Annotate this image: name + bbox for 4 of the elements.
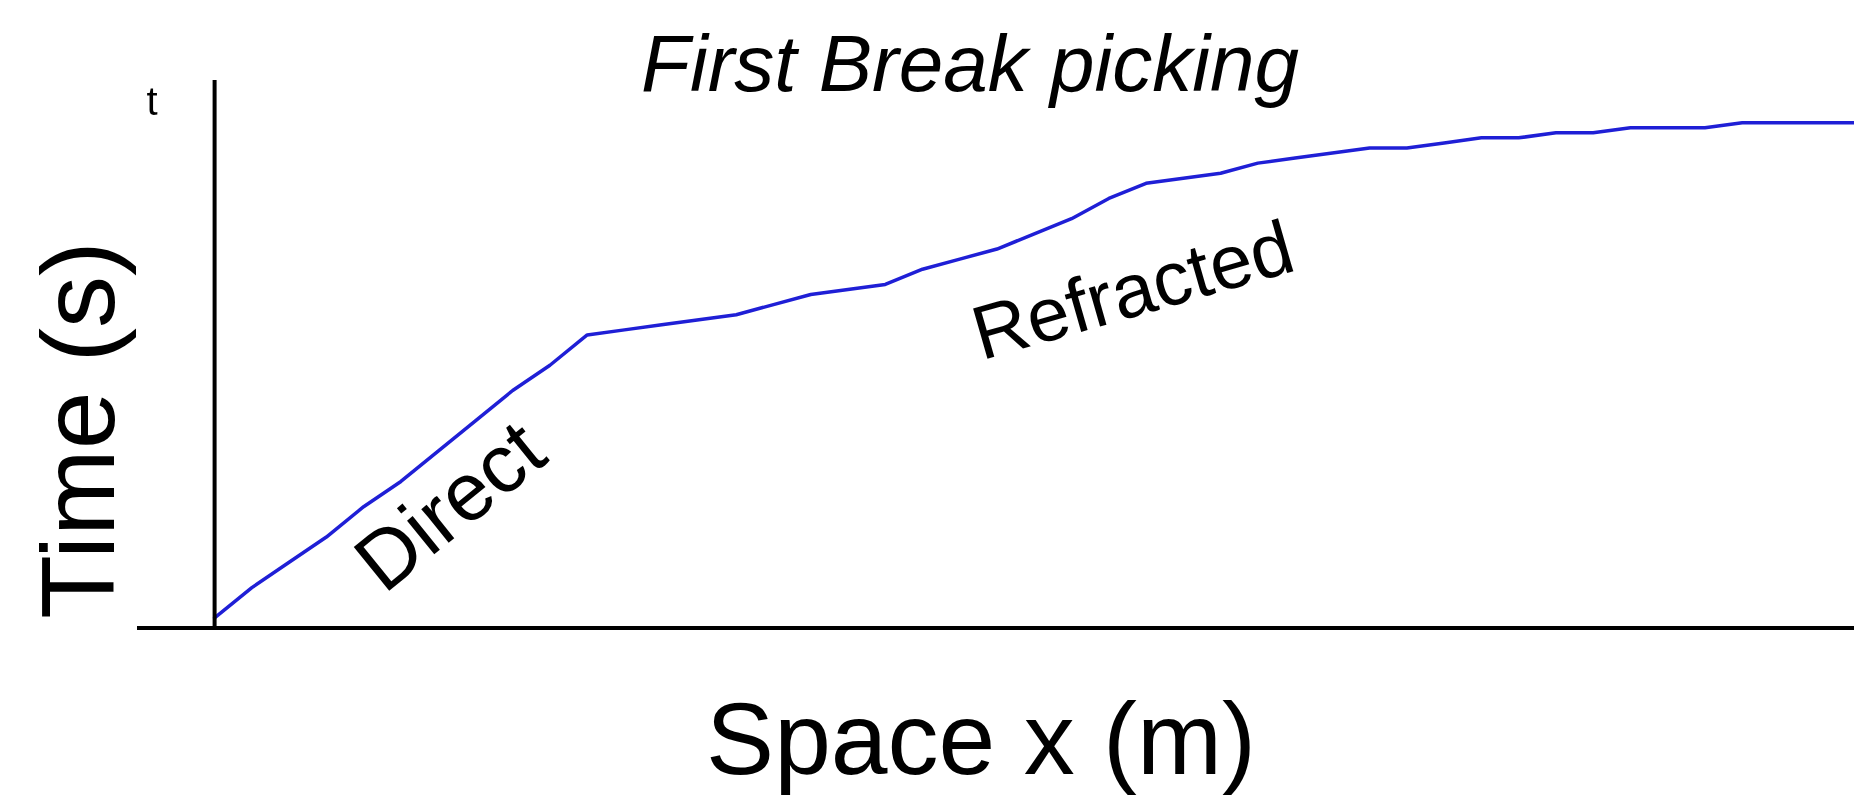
y-axis-title: Time (s) bbox=[20, 241, 136, 619]
text: t bbox=[146, 79, 158, 124]
chart-title: First Break picking bbox=[641, 19, 1299, 108]
x-axis-title: Space x (m) bbox=[706, 682, 1256, 796]
